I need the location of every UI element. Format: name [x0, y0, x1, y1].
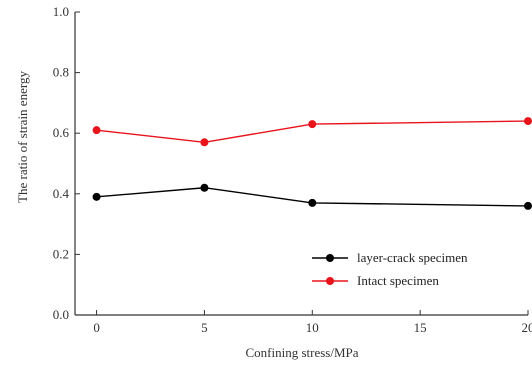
- legend-label: Intact specimen: [357, 273, 439, 288]
- legend: layer-crack specimen Intact specimen: [312, 250, 468, 288]
- data-point: [524, 117, 532, 126]
- y-tick-label: 0.4: [53, 186, 70, 201]
- x-axis-label: Confining stress/MPa: [245, 345, 358, 360]
- data-point: [524, 201, 532, 210]
- data-point: [200, 138, 209, 147]
- legend-label: layer-crack specimen: [357, 250, 468, 265]
- legend-item: layer-crack specimen: [312, 250, 468, 265]
- y-axis-label: The ratio of strain energy: [15, 71, 30, 203]
- x-tick-label: 15: [414, 320, 427, 335]
- legend-marker: [326, 254, 334, 262]
- data-point: [308, 198, 317, 207]
- axis-ticks: 0.0 0.2 0.4 0.6 0.8 1.0 0 5 10 15 20: [53, 4, 532, 335]
- x-tick-label: 5: [201, 320, 208, 335]
- y-tick-label: 0.6: [53, 125, 70, 140]
- data-point: [92, 126, 101, 135]
- axes: [74, 12, 528, 316]
- y-tick-label: 1.0: [53, 4, 69, 19]
- series-line: [96, 187, 529, 207]
- series-2: [92, 117, 532, 147]
- legend-item: Intact specimen: [312, 273, 439, 288]
- x-tick-label: 0: [93, 320, 100, 335]
- data-point: [200, 183, 209, 192]
- data-point: [308, 120, 317, 129]
- y-tick-label: 0.8: [53, 65, 69, 80]
- series-1: [92, 183, 532, 210]
- x-tick-label: 10: [306, 320, 319, 335]
- series-layer: [92, 117, 532, 210]
- y-tick-label: 0.2: [53, 246, 69, 261]
- y-tick-label: 0.0: [53, 307, 69, 322]
- x-tick-label: 20: [522, 320, 532, 335]
- data-point: [92, 192, 101, 201]
- series-line: [96, 120, 529, 143]
- legend-marker: [326, 277, 334, 285]
